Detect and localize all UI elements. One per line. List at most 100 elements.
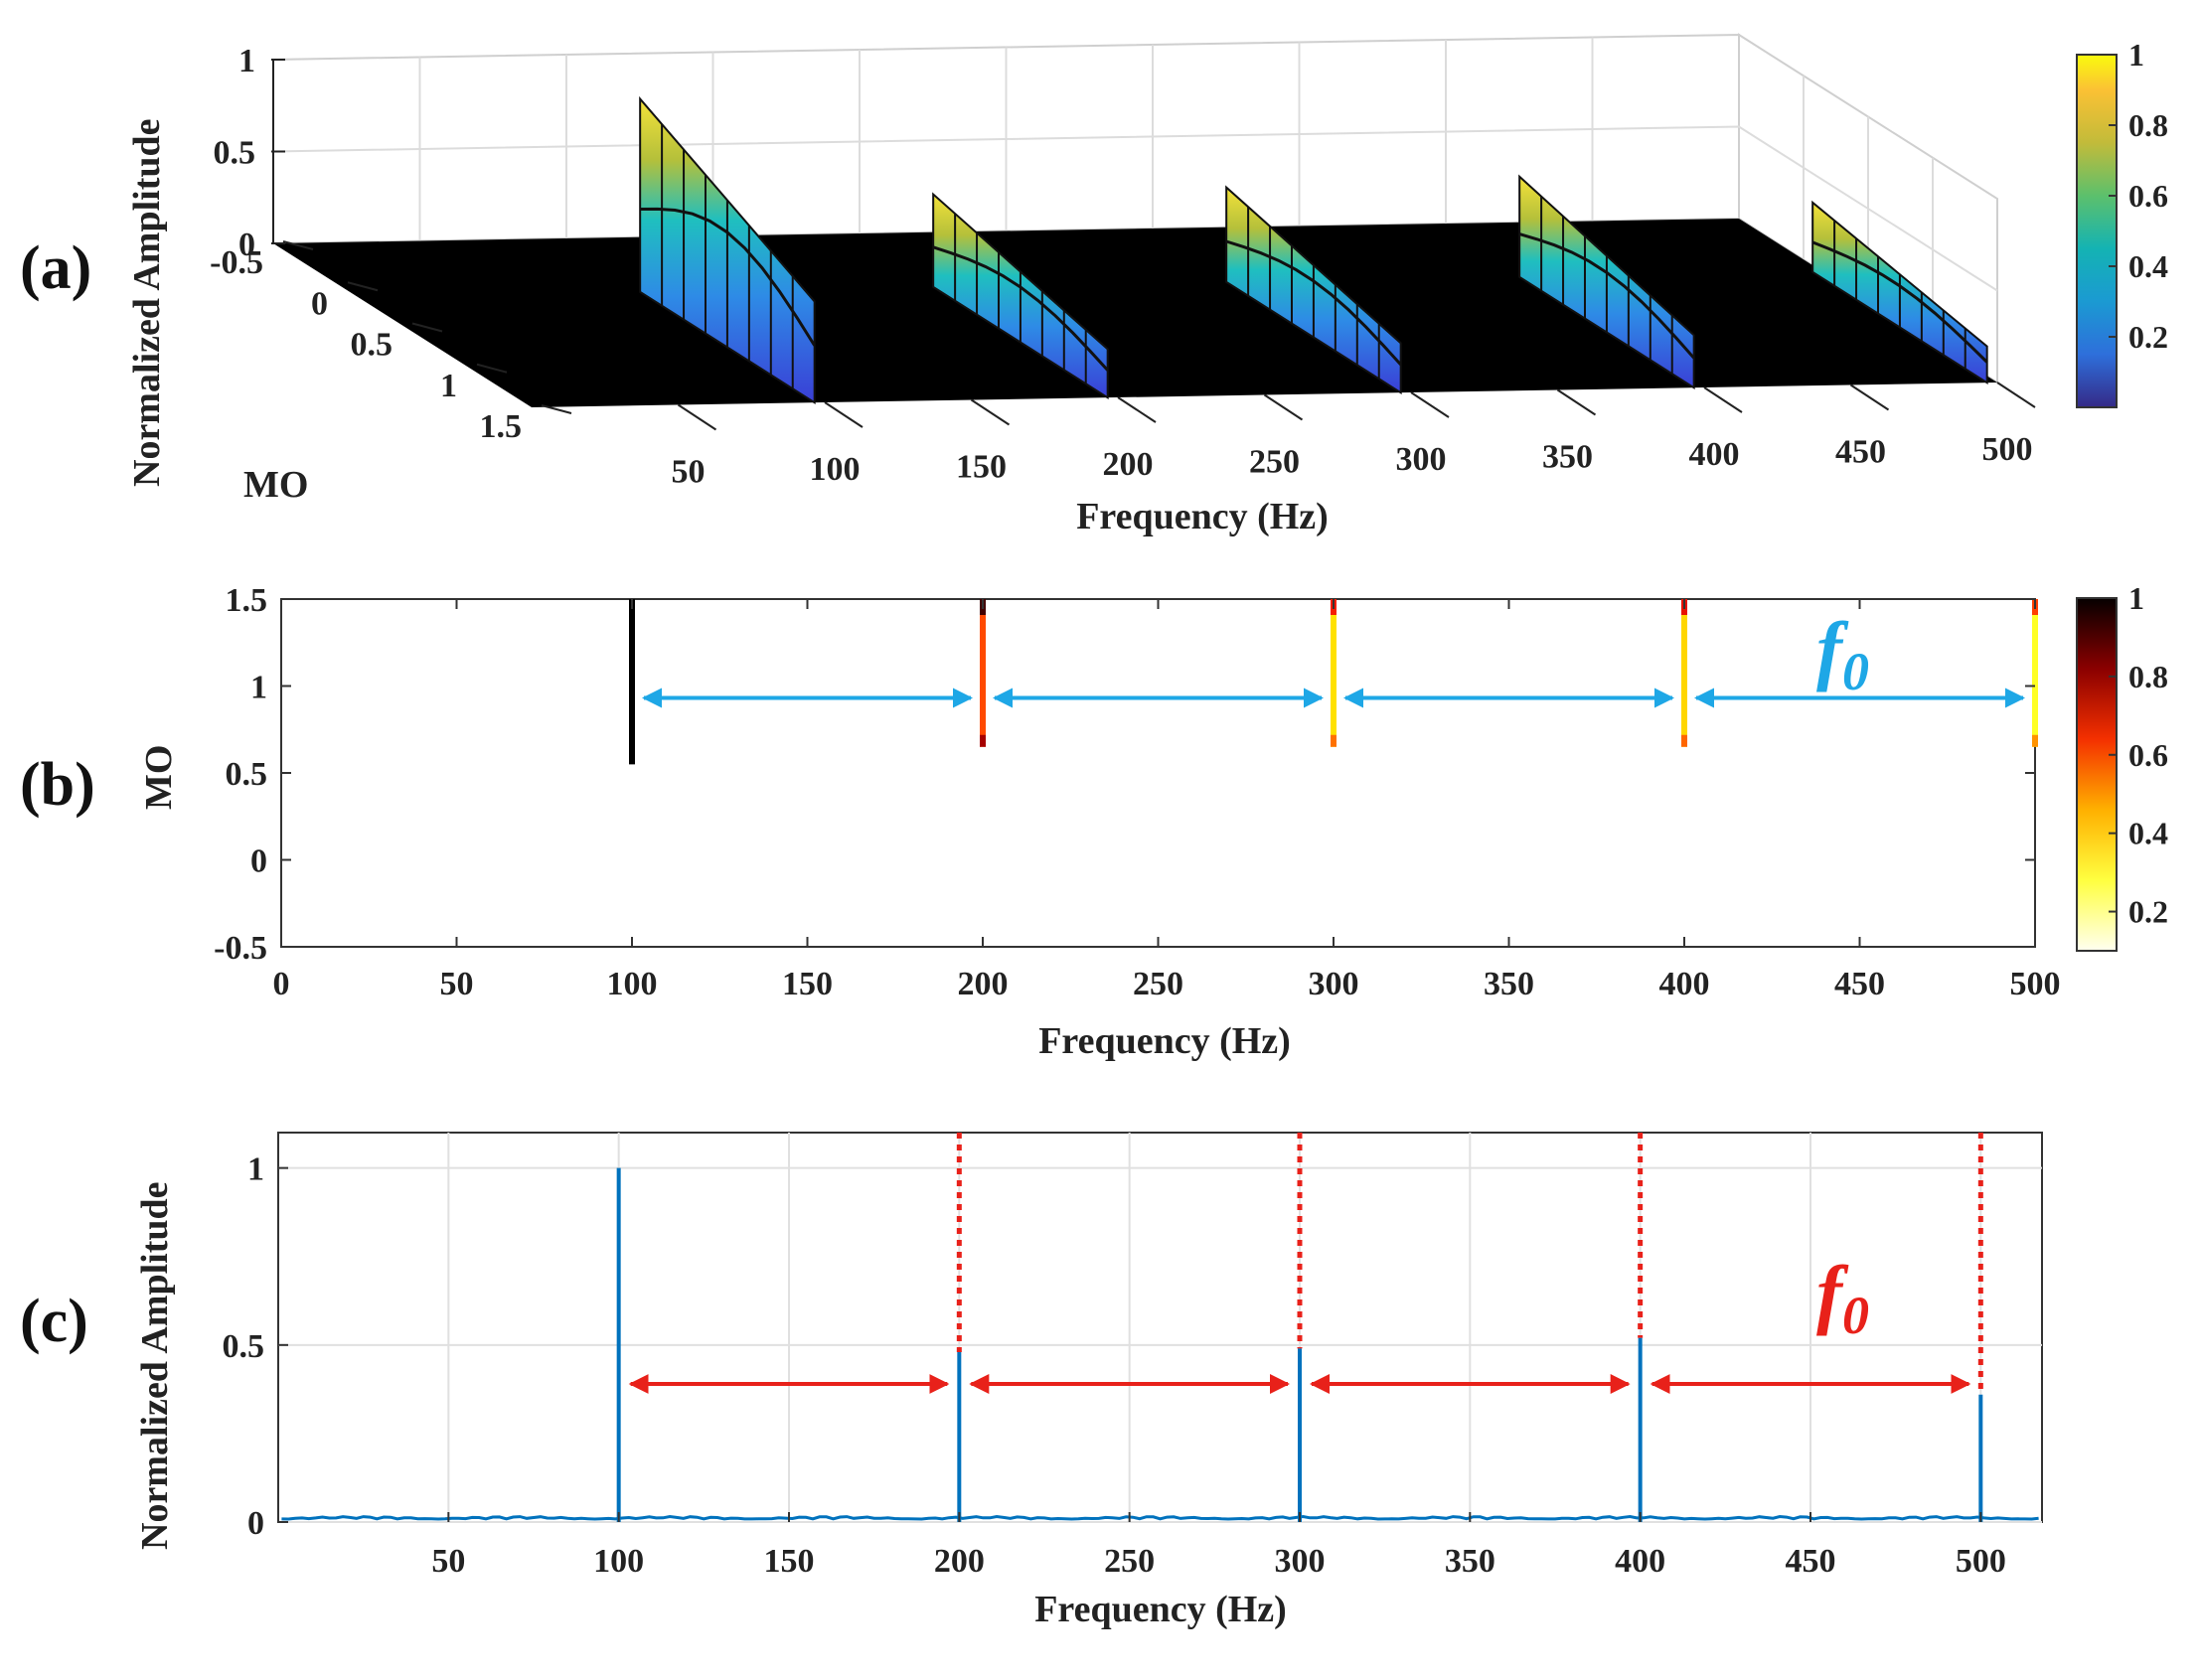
ytick-label: -0.5 (214, 930, 267, 967)
peak-curve (932, 245, 1109, 372)
ytick-label: 1 (247, 1151, 264, 1188)
panel-c-f0-sub: 0 (1842, 1286, 1869, 1345)
line-bottom-100 (629, 752, 635, 765)
xtick-label: 400 (1615, 1543, 1665, 1580)
xtick-mark (1117, 396, 1157, 423)
panel-c-dotted-lines (956, 1133, 1983, 1395)
xtick-label: 200 (934, 1543, 985, 1580)
panel-b-heatmap: (b) 0 50 100 150 200 250 300 350 400 450 500 -0.5 0 0… (20, 580, 2168, 1062)
xtick-label: 150 (763, 1543, 814, 1580)
cbar-tick-label: 0.8 (2128, 659, 2168, 694)
xtick-mark (1849, 383, 1890, 411)
ytick-label: -0.5 (210, 244, 263, 281)
xtick-label: 50 (672, 454, 706, 491)
panel-b-xlabel: Frequency (Hz) (1038, 1020, 1291, 1062)
grid-line (272, 125, 1998, 292)
xtick-label: 250 (1133, 966, 1183, 1002)
ytick-mark (411, 322, 443, 333)
ytick-label: 0 (311, 285, 328, 322)
xtick-label: 400 (1659, 966, 1710, 1002)
ytick-mark (282, 240, 314, 250)
xtick-label: 100 (593, 1543, 644, 1580)
xtick-label: 300 (1309, 966, 1359, 1002)
ytick-label: 1 (250, 670, 267, 706)
peak-curve (640, 207, 816, 347)
panel-b-colorbar (2076, 597, 2118, 952)
panel-a-floor (273, 219, 1997, 407)
panel-c-ylabel: Normalized Amplitude (134, 1182, 176, 1550)
xtick-mark (1556, 388, 1597, 416)
ytick-label: 0.5 (351, 327, 393, 364)
cbar-tick-label: 0.4 (2128, 248, 2168, 284)
ytick-label: 0 (250, 843, 267, 880)
cbar-tick-label: 1 (2128, 37, 2144, 73)
panel-c-ticks: 50 100 150 200 250 300 350 400 450 500 0 0.5 1 (223, 1151, 2006, 1580)
cbar-tick-label: 0.2 (2128, 894, 2168, 930)
xtick-label: 350 (1542, 439, 1593, 476)
panel-a-axes: 00.51-0.500.511.550 100 150 200 250 300 350 400… (210, 43, 2036, 491)
ytick-label: 1.5 (226, 582, 268, 619)
xtick-label: 450 (1785, 1543, 1835, 1580)
panel-a-label: (a) (20, 234, 91, 302)
panel-c-plot-area (277, 1132, 2043, 1523)
panel-b-plot-area (280, 598, 2036, 948)
cbar-tick-label: 0.6 (2128, 737, 2168, 773)
xtick-label: 100 (810, 451, 861, 488)
line-bottom-200 (980, 734, 986, 747)
xtick-label: 350 (1445, 1543, 1495, 1580)
noise-floor (281, 1514, 2039, 1521)
xtick-label: 400 (1689, 436, 1740, 473)
panel-b-f0-sub: 0 (1842, 642, 1869, 701)
panel-a-colorbar (2076, 54, 2118, 408)
ztick-label: 0 (238, 227, 255, 263)
panel-c-xlabel: Frequency (Hz) (1034, 1589, 1287, 1630)
line-300 (1331, 599, 1336, 747)
xtick-mark (1703, 386, 1743, 413)
xtick-mark (970, 398, 1011, 426)
panel-c-f0-annotation: f0 (1816, 1250, 1869, 1345)
xtick-label: 200 (958, 966, 1009, 1002)
xtick-label: 150 (782, 966, 833, 1002)
xtick-label: 100 (607, 966, 658, 1002)
panel-a-xlabel: Frequency (Hz) (1076, 496, 1329, 537)
xtick-label: 450 (1834, 966, 1885, 1002)
xtick-label: 500 (2010, 966, 2061, 1002)
panel-a-3d-surface: (a) 00.51-0.500.511.550 100 150 200 250 300 35… (20, 33, 2168, 537)
line-bottom-500 (2032, 734, 2038, 747)
xtick-label: 350 (1484, 966, 1534, 1002)
xtick-label: 300 (1274, 1543, 1325, 1580)
line-200 (980, 599, 986, 747)
line-500 (2032, 599, 2038, 747)
panel-b-colorbar-ticks: 0.2 0.4 0.6 0.8 1 (2109, 580, 2168, 930)
xtick-mark (677, 403, 717, 431)
ytick-mark (347, 281, 379, 292)
cbar-tick-label: 0.6 (2128, 178, 2168, 214)
ytick-label: 0.5 (223, 1328, 265, 1365)
xtick-label: 50 (431, 1543, 465, 1580)
panel-b-label: (b) (20, 751, 95, 819)
cbar-tick-label: 0.4 (2128, 816, 2168, 851)
line-100 (629, 599, 635, 765)
panel-b-ylabel: MO (138, 745, 180, 810)
cbar-tick-label: 1 (2128, 580, 2144, 616)
ytick-mark (476, 363, 508, 374)
peak-curve (1225, 239, 1402, 367)
line-400 (1681, 599, 1687, 747)
ytick-label: 0.5 (226, 756, 268, 793)
xtick-mark (824, 401, 864, 428)
xtick-label: 450 (1835, 434, 1886, 471)
xtick-label: 50 (440, 966, 474, 1002)
ytick-label: 1 (440, 368, 457, 404)
ytick-mark (541, 404, 572, 414)
ytick-label: 0 (247, 1505, 264, 1542)
panel-c-spectrum: (c) 50 100 150 200 250 300 350 400 450 500 0 0.5 1 N… (20, 1132, 2043, 1630)
xtick-label: 500 (1956, 1543, 2006, 1580)
peak-curve (1811, 240, 1988, 364)
panel-a-ylabel: MO (243, 464, 308, 506)
panel-a-colorbar-ticks: 0.2 0.4 0.6 0.8 1 (2109, 37, 2168, 355)
line-bottom-400 (1681, 734, 1687, 747)
xtick-label: 300 (1396, 441, 1447, 478)
xtick-label: 250 (1104, 1543, 1155, 1580)
xtick-label: 250 (1249, 444, 1300, 481)
